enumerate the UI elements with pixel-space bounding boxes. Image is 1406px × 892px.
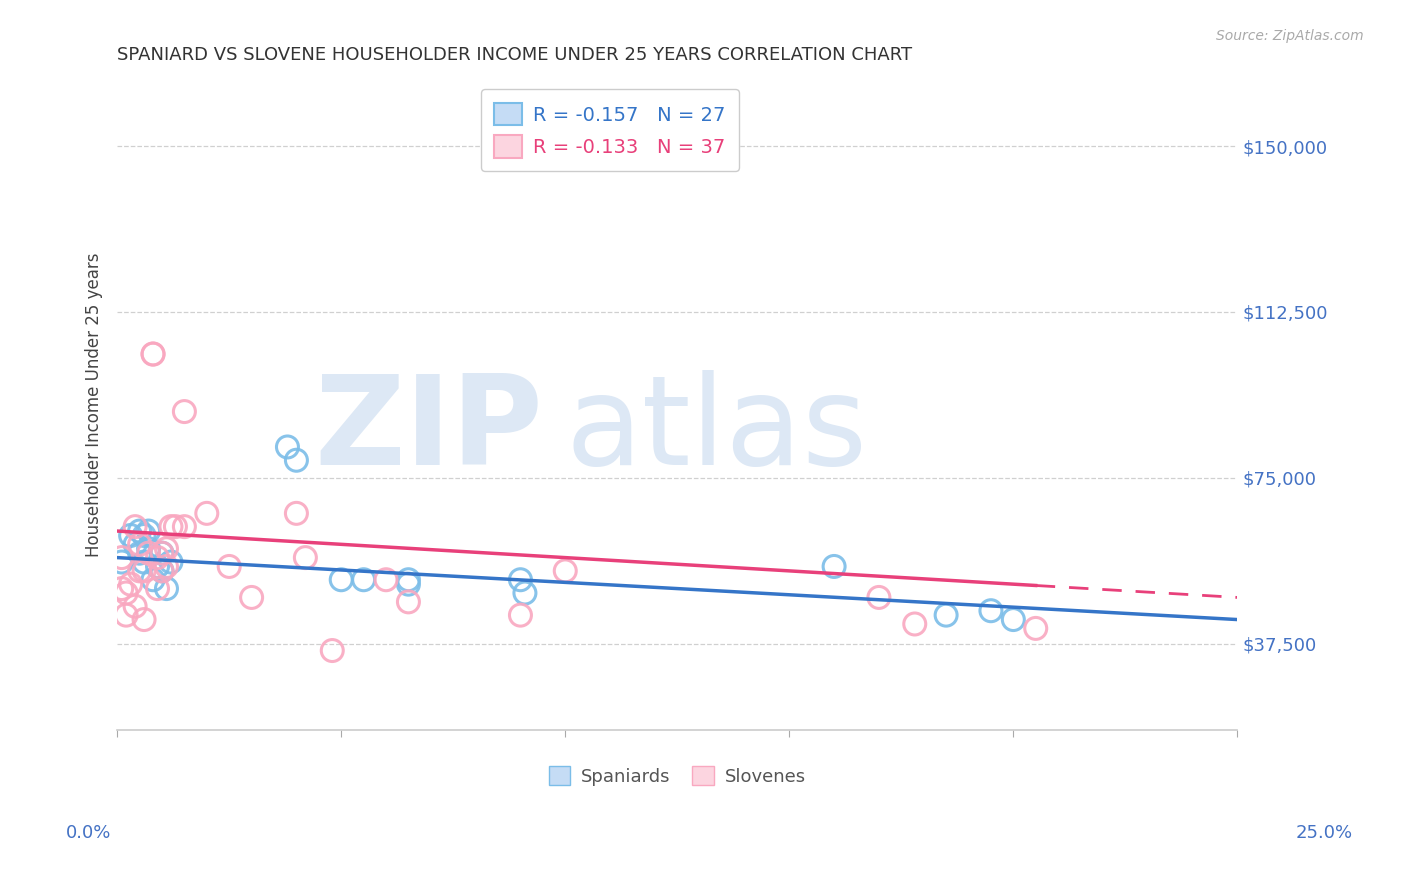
Point <box>128 546 150 560</box>
Point <box>132 613 155 627</box>
Point <box>353 573 375 587</box>
Point <box>111 550 134 565</box>
Text: SPANIARD VS SLOVENE HOUSEHOLDER INCOME UNDER 25 YEARS CORRELATION CHART: SPANIARD VS SLOVENE HOUSEHOLDER INCOME U… <box>117 46 912 64</box>
Point <box>124 519 146 533</box>
Point <box>935 608 957 623</box>
Point <box>1002 613 1025 627</box>
Point <box>1025 621 1047 635</box>
Point <box>138 524 160 538</box>
Point <box>513 586 536 600</box>
Point <box>509 573 531 587</box>
Point <box>375 573 398 587</box>
Point <box>195 507 218 521</box>
Point <box>150 546 173 560</box>
Point <box>138 541 160 556</box>
Point <box>173 404 195 418</box>
Point <box>173 519 195 533</box>
Text: atlas: atlas <box>565 370 868 491</box>
Point <box>240 591 263 605</box>
Point <box>218 559 240 574</box>
Point <box>128 564 150 578</box>
Point <box>294 550 316 565</box>
Point <box>155 582 177 596</box>
Point <box>285 507 308 521</box>
Point <box>132 555 155 569</box>
Point <box>868 591 890 605</box>
Point <box>160 519 183 533</box>
Point <box>138 546 160 560</box>
Point <box>509 608 531 623</box>
Point <box>330 573 353 587</box>
Point <box>904 617 927 632</box>
Text: 0.0%: 0.0% <box>66 824 111 842</box>
Point <box>155 559 177 574</box>
Legend: Spaniards, Slovenes: Spaniards, Slovenes <box>541 759 813 793</box>
Y-axis label: Householder Income Under 25 years: Householder Income Under 25 years <box>86 252 103 558</box>
Text: Source: ZipAtlas.com: Source: ZipAtlas.com <box>1216 29 1364 43</box>
Point <box>115 608 138 623</box>
Point <box>554 564 576 578</box>
Point <box>111 582 134 596</box>
Point <box>396 595 419 609</box>
Point <box>132 528 155 542</box>
Point <box>150 564 173 578</box>
Point <box>111 555 134 569</box>
Point <box>146 550 169 565</box>
Point <box>120 528 142 542</box>
Point <box>150 546 173 560</box>
Point <box>165 519 187 533</box>
Point <box>823 559 845 574</box>
Point <box>146 582 169 596</box>
Point <box>155 541 177 556</box>
Point <box>132 564 155 578</box>
Point <box>128 537 150 551</box>
Text: ZIP: ZIP <box>314 370 543 491</box>
Point <box>142 347 165 361</box>
Point <box>150 564 173 578</box>
Point <box>115 586 138 600</box>
Point <box>276 440 298 454</box>
Point <box>980 604 1002 618</box>
Point <box>120 577 142 591</box>
Point <box>142 573 165 587</box>
Point <box>124 537 146 551</box>
Point <box>124 599 146 614</box>
Text: 25.0%: 25.0% <box>1296 824 1353 842</box>
Point <box>128 524 150 538</box>
Point <box>160 555 183 569</box>
Point <box>321 643 343 657</box>
Point <box>142 347 165 361</box>
Point <box>396 577 419 591</box>
Point <box>285 453 308 467</box>
Point <box>396 573 419 587</box>
Point <box>146 559 169 574</box>
